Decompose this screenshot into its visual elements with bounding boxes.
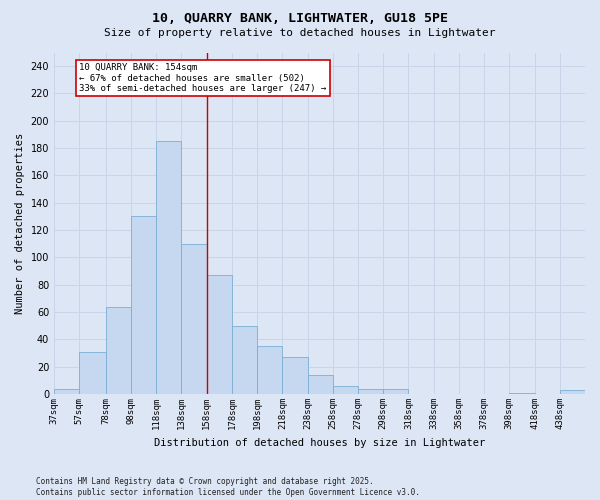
Bar — [308, 375, 333, 394]
Bar — [181, 244, 206, 394]
Bar — [333, 386, 358, 394]
Bar — [79, 352, 106, 394]
Text: Contains HM Land Registry data © Crown copyright and database right 2025.: Contains HM Land Registry data © Crown c… — [36, 477, 374, 486]
Bar — [257, 346, 283, 394]
Bar — [283, 357, 308, 394]
Text: 10 QUARRY BANK: 154sqm
← 67% of detached houses are smaller (502)
33% of semi-de: 10 QUARRY BANK: 154sqm ← 67% of detached… — [79, 64, 326, 93]
Text: Contains public sector information licensed under the Open Government Licence v3: Contains public sector information licen… — [36, 488, 420, 497]
Text: Size of property relative to detached houses in Lightwater: Size of property relative to detached ho… — [104, 28, 496, 38]
Bar — [358, 388, 383, 394]
Bar — [560, 390, 585, 394]
Bar — [156, 142, 181, 394]
Bar — [131, 216, 156, 394]
Bar — [383, 388, 409, 394]
Bar — [206, 275, 232, 394]
Bar — [54, 388, 79, 394]
Bar — [509, 393, 535, 394]
Bar — [106, 306, 131, 394]
X-axis label: Distribution of detached houses by size in Lightwater: Distribution of detached houses by size … — [154, 438, 485, 448]
Y-axis label: Number of detached properties: Number of detached properties — [15, 132, 25, 314]
Text: 10, QUARRY BANK, LIGHTWATER, GU18 5PE: 10, QUARRY BANK, LIGHTWATER, GU18 5PE — [152, 12, 448, 26]
Bar — [232, 326, 257, 394]
